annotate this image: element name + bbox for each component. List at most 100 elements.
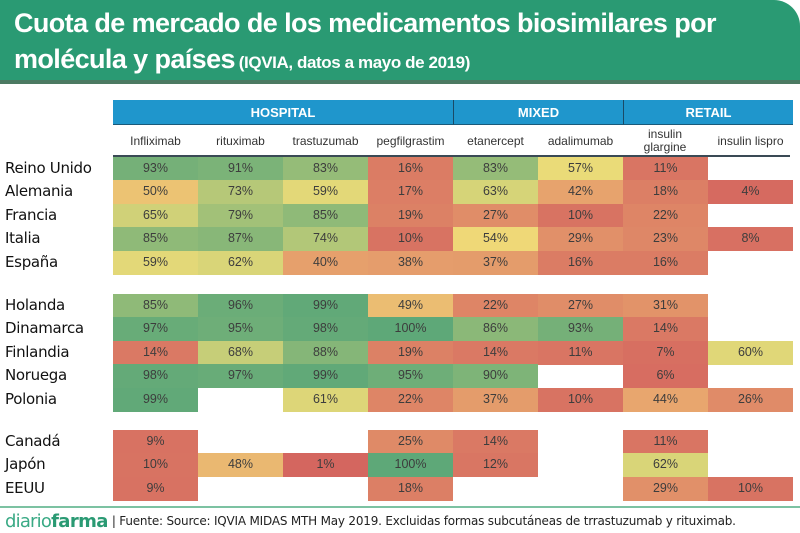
heatmap-cell: 10% [538,203,623,228]
heatmap-cell: 68% [198,340,283,365]
heatmap-cell: 42% [538,180,623,205]
row-label-country: EEUU [5,478,45,497]
heatmap-cell: 100% [368,453,453,478]
row-label-country: Italia [5,229,41,248]
heatmap-cell: 99% [113,387,198,412]
heatmap-cell: 96% [198,294,283,318]
heatmap-cell: 16% [623,250,708,275]
heatmap-cell: 16% [538,250,623,275]
heatmap-cell: 99% [283,294,368,318]
heatmap-cell: 100% [368,317,453,342]
heatmap-cell: 12% [453,453,538,478]
heatmap-cell: 6% [623,364,708,389]
column-header-trastuzumab: trastuzumab [292,133,359,148]
heatmap-cell: 99% [283,364,368,389]
heatmap-cell: 95% [198,317,283,342]
heatmap-cell: 7% [623,340,708,365]
column-header-pegfilgrastim: pegfilgrastim [376,133,445,148]
heatmap-cell: 22% [368,387,453,412]
heatmap-cell: 10% [708,476,793,501]
heatmap-cell: 74% [283,227,368,252]
heatmap-cell: 50% [113,180,198,205]
heatmap-cell: 87% [198,227,283,252]
row-label-country: Polonia [5,389,57,408]
heatmap-cell: 91% [198,157,283,181]
heatmap-cell: 90% [453,364,538,389]
heatmap-cell: 16% [368,157,453,181]
heatmap-cell: 22% [453,294,538,318]
heatmap-cell: 59% [113,250,198,275]
heatmap-cell: 59% [283,180,368,205]
row-label-country: Noruega [5,366,67,385]
heatmap-cell: 17% [368,180,453,205]
heatmap-cell: 18% [623,180,708,205]
heatmap-cell: 48% [198,453,283,478]
heatmap-cell: 54% [453,227,538,252]
heatmap-cell: 88% [283,340,368,365]
chart-title-continued: molécula y países [14,44,236,74]
column-header-infliximab: Infliximab [130,133,181,148]
heatmap-cell: 62% [623,453,708,478]
column-header-rituximab: rituximab [216,133,265,148]
heatmap-cell: 14% [453,340,538,365]
group-header-mixed: MIXED [453,100,623,125]
heatmap-cell: 14% [623,317,708,342]
heatmap-cell: 86% [453,317,538,342]
chart-title-line2: molécula y países (IQVIA, datos a mayo d… [14,44,470,75]
heatmap-cell: 95% [368,364,453,389]
column-header-etanercept: etanercept [467,133,524,148]
heatmap-cell: 85% [113,227,198,252]
heatmap-cell: 98% [113,364,198,389]
heatmap-cell: 49% [368,294,453,318]
brand-logo-bold: farma [51,510,108,532]
heatmap-cell: 37% [453,250,538,275]
heatmap-cell: 1% [283,453,368,478]
footer: diario farma | Fuente: Source: IQVIA MIDA… [5,510,736,532]
heatmap-cell: 25% [368,430,453,454]
group-header-hospital: HOSPITAL [113,100,453,125]
heatmap-cell: 57% [538,157,623,181]
group-header-retail: RETAIL [623,100,793,125]
heatmap-cell: 98% [283,317,368,342]
heatmap-cell: 11% [623,157,708,181]
heatmap-cell: 85% [283,203,368,228]
heatmap-cell: 85% [113,294,198,318]
row-label-country: Japón [5,455,46,474]
heatmap-cell: 18% [368,476,453,501]
heatmap-cell: 19% [368,340,453,365]
heatmap-cell: 60% [708,340,793,365]
chart-title: Cuota de mercado de los medicamentos bio… [14,8,717,38]
heatmap-cell: 37% [453,387,538,412]
heatmap-cell: 62% [198,250,283,275]
heatmap-cell: 22% [623,203,708,228]
heatmap-cell: 10% [538,387,623,412]
heatmap-cell: 10% [113,453,198,478]
heatmap-cell: 31% [623,294,708,318]
column-header-insulin-lispro: insulin lispro [717,133,784,148]
row-label-country: Francia [5,205,57,224]
heatmap-cell: 97% [113,317,198,342]
heatmap-cell: 14% [113,340,198,365]
heatmap-cell: 97% [198,364,283,389]
heatmap-cell: 27% [538,294,623,318]
heatmap-cell: 63% [453,180,538,205]
heatmap-cell: 93% [113,157,198,181]
row-label-country: Alemania [5,182,73,201]
heatmap-cell: 73% [198,180,283,205]
heatmap-cell: 79% [198,203,283,228]
heatmap-cell: 93% [538,317,623,342]
column-header-divider [113,155,790,157]
row-label-country: Canadá [5,432,61,450]
heatmap-cell: 4% [708,180,793,205]
column-header-adalimumab: adalimumab [547,133,614,148]
heatmap-cell: 29% [538,227,623,252]
heatmap-cell: 38% [368,250,453,275]
row-label-country: España [5,252,58,271]
column-header-insulin-glargine: insulin glargine [643,127,687,154]
heatmap-cell: 11% [538,340,623,365]
heatmap-cell: 27% [453,203,538,228]
heatmap-cell: 23% [623,227,708,252]
row-label-country: Finlandia [5,342,70,361]
source-note: | Fuente: Source: IQVIA MIDAS MTH May 20… [111,514,736,528]
footer-divider [0,506,800,508]
